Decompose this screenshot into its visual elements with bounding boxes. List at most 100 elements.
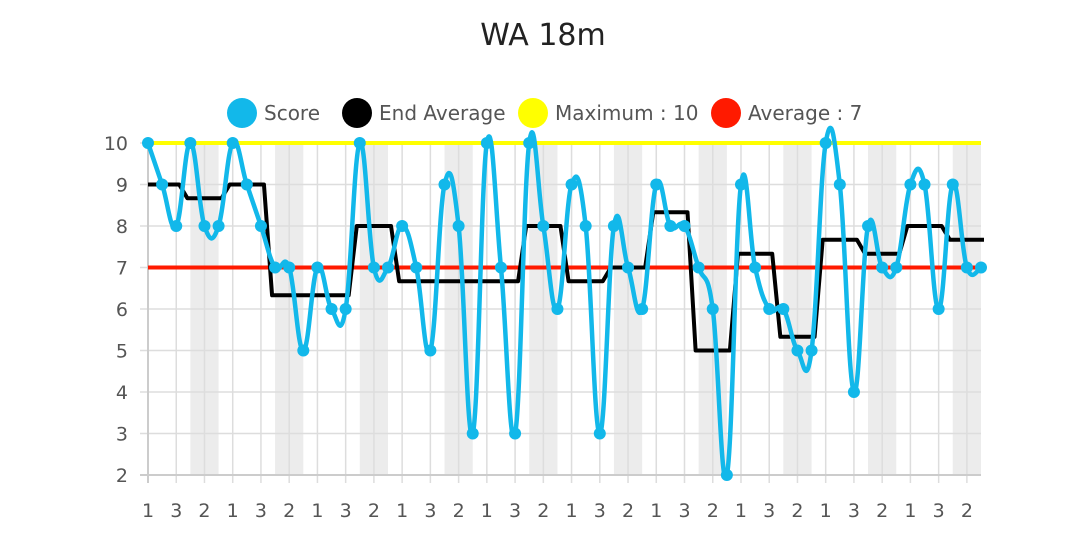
x-tick-label: 1 <box>396 500 408 522</box>
legend-marker <box>711 98 741 128</box>
score-point <box>607 220 620 232</box>
x-tick-label: 2 <box>368 500 380 522</box>
x-tick-label: 3 <box>848 500 860 522</box>
score-point <box>424 344 437 357</box>
x-tick-label: 1 <box>904 500 916 522</box>
score-point <box>706 303 719 315</box>
score-point <box>678 220 691 232</box>
x-tick-label: 3 <box>594 500 606 522</box>
x-tick-label: 2 <box>453 500 465 522</box>
score-point <box>975 261 987 274</box>
score-point <box>382 261 395 274</box>
score-point <box>226 137 239 149</box>
x-tick-label: 3 <box>678 500 690 522</box>
score-point <box>749 261 762 274</box>
score-point <box>720 469 733 481</box>
score-point <box>212 220 225 232</box>
score-point <box>184 137 197 149</box>
legend-marker <box>342 98 372 128</box>
score-point <box>311 261 324 274</box>
score-point <box>960 261 973 274</box>
score-point <box>593 427 606 440</box>
score-point <box>565 178 578 191</box>
score-point <box>240 178 253 191</box>
y-tick-label: 9 <box>116 175 128 197</box>
y-tick-label: 2 <box>116 465 128 487</box>
x-tick-label: 1 <box>311 500 323 522</box>
score-point <box>396 220 409 232</box>
x-tick-label: 2 <box>791 500 803 522</box>
score-point <box>890 261 903 274</box>
score-point <box>904 178 917 191</box>
score-point <box>466 427 479 440</box>
score-point <box>918 178 931 191</box>
x-tick-label: 3 <box>424 500 436 522</box>
score-point <box>198 220 211 232</box>
x-tick-label: 3 <box>255 500 267 522</box>
score-point <box>734 178 747 191</box>
score-point <box>650 178 663 191</box>
x-tick-label: 2 <box>707 500 719 522</box>
score-point <box>254 220 267 232</box>
y-tick-label: 5 <box>116 341 128 363</box>
score-point <box>494 261 507 274</box>
legend-label: End Average <box>379 101 506 125</box>
score-point <box>410 261 423 274</box>
x-tick-label: 3 <box>509 500 521 522</box>
score-point <box>932 303 945 315</box>
chart-title: WA 18m <box>480 18 606 53</box>
legend-label: Average : 7 <box>748 101 862 125</box>
x-tick-label: 2 <box>537 500 549 522</box>
score-point <box>579 220 592 232</box>
x-tick-label: 1 <box>735 500 747 522</box>
score-point <box>946 178 959 191</box>
y-tick-label: 7 <box>116 258 128 280</box>
score-point <box>339 303 352 315</box>
x-tick-label: 3 <box>340 500 352 522</box>
score-point <box>847 386 860 398</box>
score-point <box>509 427 522 440</box>
x-tick-label: 1 <box>227 500 239 522</box>
y-tick-label: 10 <box>104 133 128 155</box>
score-point <box>480 137 493 149</box>
x-tick-label: 3 <box>933 500 945 522</box>
x-tick-label: 3 <box>170 500 182 522</box>
score-point <box>142 137 154 149</box>
score-point <box>325 303 338 315</box>
x-tick-label: 1 <box>820 500 832 522</box>
x-tick-label: 2 <box>961 500 973 522</box>
x-tick-label: 1 <box>650 500 662 522</box>
score-point <box>452 220 465 232</box>
score-point <box>763 303 776 315</box>
legend-marker <box>227 98 257 128</box>
score-point <box>523 137 536 149</box>
score-point <box>833 178 846 191</box>
score-point <box>622 261 635 274</box>
y-tick-label: 6 <box>116 299 128 321</box>
score-point <box>156 178 169 191</box>
legend-label: Score <box>264 101 320 125</box>
x-tick-label: 1 <box>566 500 578 522</box>
score-point <box>805 344 818 357</box>
score-point <box>297 344 310 357</box>
x-tick-label: 1 <box>142 500 154 522</box>
score-point <box>664 220 677 232</box>
y-tick-label: 3 <box>116 424 128 446</box>
score-point <box>692 261 705 274</box>
score-point <box>862 220 875 232</box>
score-point <box>636 303 649 315</box>
score-point <box>537 220 550 232</box>
score-point <box>283 261 296 274</box>
score-point <box>876 261 889 274</box>
score-point <box>777 303 790 315</box>
score-point <box>367 261 380 274</box>
score-point <box>551 303 564 315</box>
score-point <box>353 137 366 149</box>
y-tick-label: 4 <box>116 382 128 404</box>
x-tick-label: 2 <box>198 500 210 522</box>
x-tick-label: 2 <box>876 500 888 522</box>
score-point <box>438 178 451 191</box>
y-tick-label: 8 <box>116 216 128 238</box>
x-tick-label: 1 <box>481 500 493 522</box>
